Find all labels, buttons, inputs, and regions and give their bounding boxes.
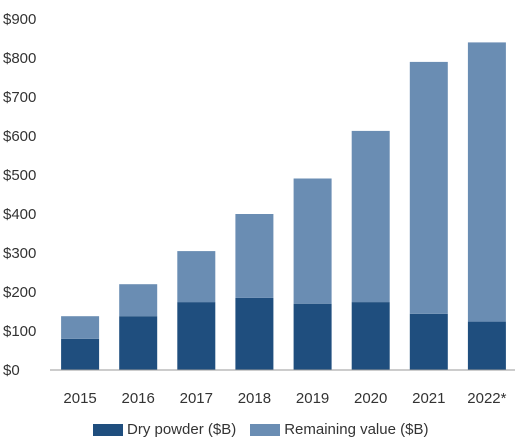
x-tick-label: 2015 [63, 390, 96, 407]
x-axis-ticks: 2015 2016 2017 2018 2019 2020 2021 2022* [63, 390, 506, 407]
bar-remaining-value [61, 316, 100, 339]
y-tick-label: $800 [3, 50, 36, 67]
bar-remaining-value [177, 251, 216, 303]
bar-remaining-value [409, 61, 448, 314]
bars-group [61, 42, 506, 370]
y-axis-ticks: $0 $100 $200 $300 $400 $500 $600 $700 $800 $900 [3, 11, 36, 379]
bar-dry-powder [235, 297, 274, 370]
legend-swatch-remaining-value [250, 423, 281, 436]
x-tick-label: 2016 [122, 390, 155, 407]
legend-swatch-dry-powder [93, 423, 123, 436]
bar-remaining-value [119, 284, 158, 317]
bar-dry-powder [293, 303, 332, 370]
bar-remaining-value [235, 214, 274, 298]
x-tick-label: 2017 [180, 390, 213, 407]
x-tick-label: 2020 [354, 390, 387, 407]
x-tick-label: 2021 [412, 390, 445, 407]
bar-remaining-value [293, 178, 332, 304]
bar-dry-powder [409, 313, 448, 370]
x-tick-label: 2022* [467, 390, 506, 407]
bar-dry-powder [119, 316, 158, 370]
legend-label-dry-powder: Dry powder ($B) [127, 421, 237, 438]
y-tick-label: $900 [3, 11, 36, 28]
y-tick-label: $700 [3, 89, 36, 106]
legend-label-remaining-value: Remaining value ($B) [284, 421, 429, 438]
y-tick-label: $500 [3, 167, 36, 184]
bar-remaining-value [351, 130, 390, 303]
y-tick-label: $600 [3, 128, 36, 145]
bar-dry-powder [351, 302, 390, 370]
bar-remaining-value [467, 42, 506, 322]
bar-dry-powder [61, 338, 100, 370]
y-tick-label: $300 [3, 245, 36, 262]
legend-item-remaining-value: Remaining value ($B) [250, 421, 428, 438]
y-tick-label: $100 [3, 323, 36, 340]
x-tick-label: 2019 [296, 390, 329, 407]
legend-item-dry-powder: Dry powder ($B) [93, 421, 236, 438]
legend: Dry powder ($B) Remaining value ($B) [93, 421, 442, 438]
y-tick-label: $0 [3, 362, 20, 379]
x-tick-label: 2018 [238, 390, 271, 407]
bar-dry-powder [467, 321, 506, 370]
bar-dry-powder [177, 302, 216, 370]
y-tick-label: $200 [3, 284, 36, 301]
y-tick-label: $400 [3, 206, 36, 223]
